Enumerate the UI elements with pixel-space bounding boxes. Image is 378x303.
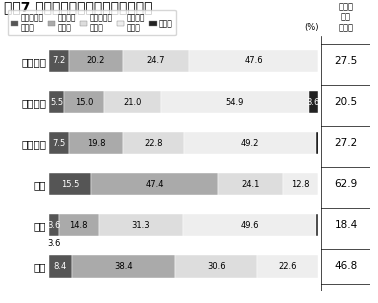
Text: 22.6: 22.6 xyxy=(279,262,297,271)
Bar xyxy=(104,91,161,113)
Text: 38.4: 38.4 xyxy=(114,262,133,271)
Bar xyxy=(59,214,99,236)
Text: 20.2: 20.2 xyxy=(87,56,105,65)
Bar xyxy=(49,214,59,236)
Legend: とても関心
がある, やや関心
がある, あまり関心
がない, 全く関心
がない, 無回答: とても関心 がある, やや関心 がある, あまり関心 がない, 全く関心 がない… xyxy=(8,10,176,35)
Bar xyxy=(257,255,318,278)
Bar xyxy=(49,50,68,72)
Text: 関心が
ある
（計）: 関心が ある （計） xyxy=(338,2,353,32)
Bar xyxy=(49,255,72,278)
Bar xyxy=(316,132,319,155)
Text: 15.5: 15.5 xyxy=(61,180,79,189)
Bar xyxy=(49,91,64,113)
Bar xyxy=(175,255,257,278)
Text: (%): (%) xyxy=(304,23,318,32)
Text: 12.8: 12.8 xyxy=(291,180,310,189)
Bar xyxy=(49,173,91,195)
Text: 47.4: 47.4 xyxy=(146,180,164,189)
Text: 47.6: 47.6 xyxy=(244,56,263,65)
Bar xyxy=(284,173,318,195)
Bar xyxy=(49,132,69,155)
Bar xyxy=(122,132,184,155)
Text: 3.6: 3.6 xyxy=(307,98,320,107)
Text: 31.3: 31.3 xyxy=(132,221,150,230)
Bar xyxy=(308,91,318,113)
Bar xyxy=(99,214,183,236)
Text: 27.2: 27.2 xyxy=(335,138,358,148)
Text: 20.5: 20.5 xyxy=(335,97,358,107)
Text: 14.8: 14.8 xyxy=(70,221,88,230)
Text: 22.8: 22.8 xyxy=(144,138,163,148)
Text: 19.8: 19.8 xyxy=(87,138,105,148)
Text: 24.1: 24.1 xyxy=(242,180,260,189)
Bar xyxy=(218,173,284,195)
Bar xyxy=(183,214,316,236)
Text: 54.9: 54.9 xyxy=(226,98,244,107)
Bar xyxy=(184,132,316,155)
Bar xyxy=(189,50,318,72)
Text: 8.4: 8.4 xyxy=(54,262,67,271)
Text: 46.8: 46.8 xyxy=(335,261,358,271)
Text: 27.5: 27.5 xyxy=(335,56,358,66)
Bar xyxy=(316,214,318,236)
Bar xyxy=(161,91,308,113)
Text: 図表7 日本のサブカルチャーへの関心: 図表7 日本のサブカルチャーへの関心 xyxy=(4,0,152,14)
Text: 24.7: 24.7 xyxy=(147,56,166,65)
Text: 15.0: 15.0 xyxy=(75,98,93,107)
Text: 7.2: 7.2 xyxy=(52,56,65,65)
Text: 62.9: 62.9 xyxy=(335,179,358,189)
Text: 3.6: 3.6 xyxy=(47,221,61,230)
Text: 30.6: 30.6 xyxy=(207,262,226,271)
Bar xyxy=(123,50,189,72)
Text: 18.4: 18.4 xyxy=(335,220,358,230)
Text: 3.6: 3.6 xyxy=(47,238,61,248)
Bar xyxy=(64,91,104,113)
Text: 21.0: 21.0 xyxy=(123,98,142,107)
Text: 5.5: 5.5 xyxy=(50,98,63,107)
Bar xyxy=(69,132,122,155)
Bar xyxy=(68,50,123,72)
Bar xyxy=(72,255,175,278)
Bar xyxy=(91,173,218,195)
Text: 49.6: 49.6 xyxy=(240,221,259,230)
Text: 7.5: 7.5 xyxy=(53,138,66,148)
Text: 49.2: 49.2 xyxy=(241,138,259,148)
